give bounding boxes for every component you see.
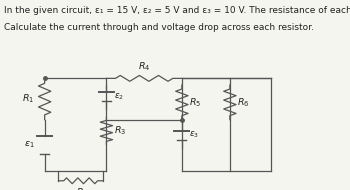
Text: $\varepsilon_3$: $\varepsilon_3$ (189, 130, 200, 140)
Text: $R_2$: $R_2$ (76, 186, 89, 190)
Text: Calculate the current through and voltage drop across each resistor.: Calculate the current through and voltag… (4, 23, 313, 32)
Text: $R_3$: $R_3$ (114, 125, 126, 137)
Text: $R_5$: $R_5$ (189, 96, 202, 109)
Text: $R_6$: $R_6$ (237, 96, 250, 109)
Text: $R_1$: $R_1$ (22, 93, 34, 105)
Text: In the given circuit, ε₁ = 15 V, ε₂ = 5 V and ε₃ = 10 V. The resistance of each : In the given circuit, ε₁ = 15 V, ε₂ = 5 … (4, 6, 350, 15)
Text: $\varepsilon_2$: $\varepsilon_2$ (114, 92, 124, 102)
Text: $R_4$: $R_4$ (138, 61, 150, 73)
Text: $\varepsilon_1$: $\varepsilon_1$ (24, 140, 34, 150)
